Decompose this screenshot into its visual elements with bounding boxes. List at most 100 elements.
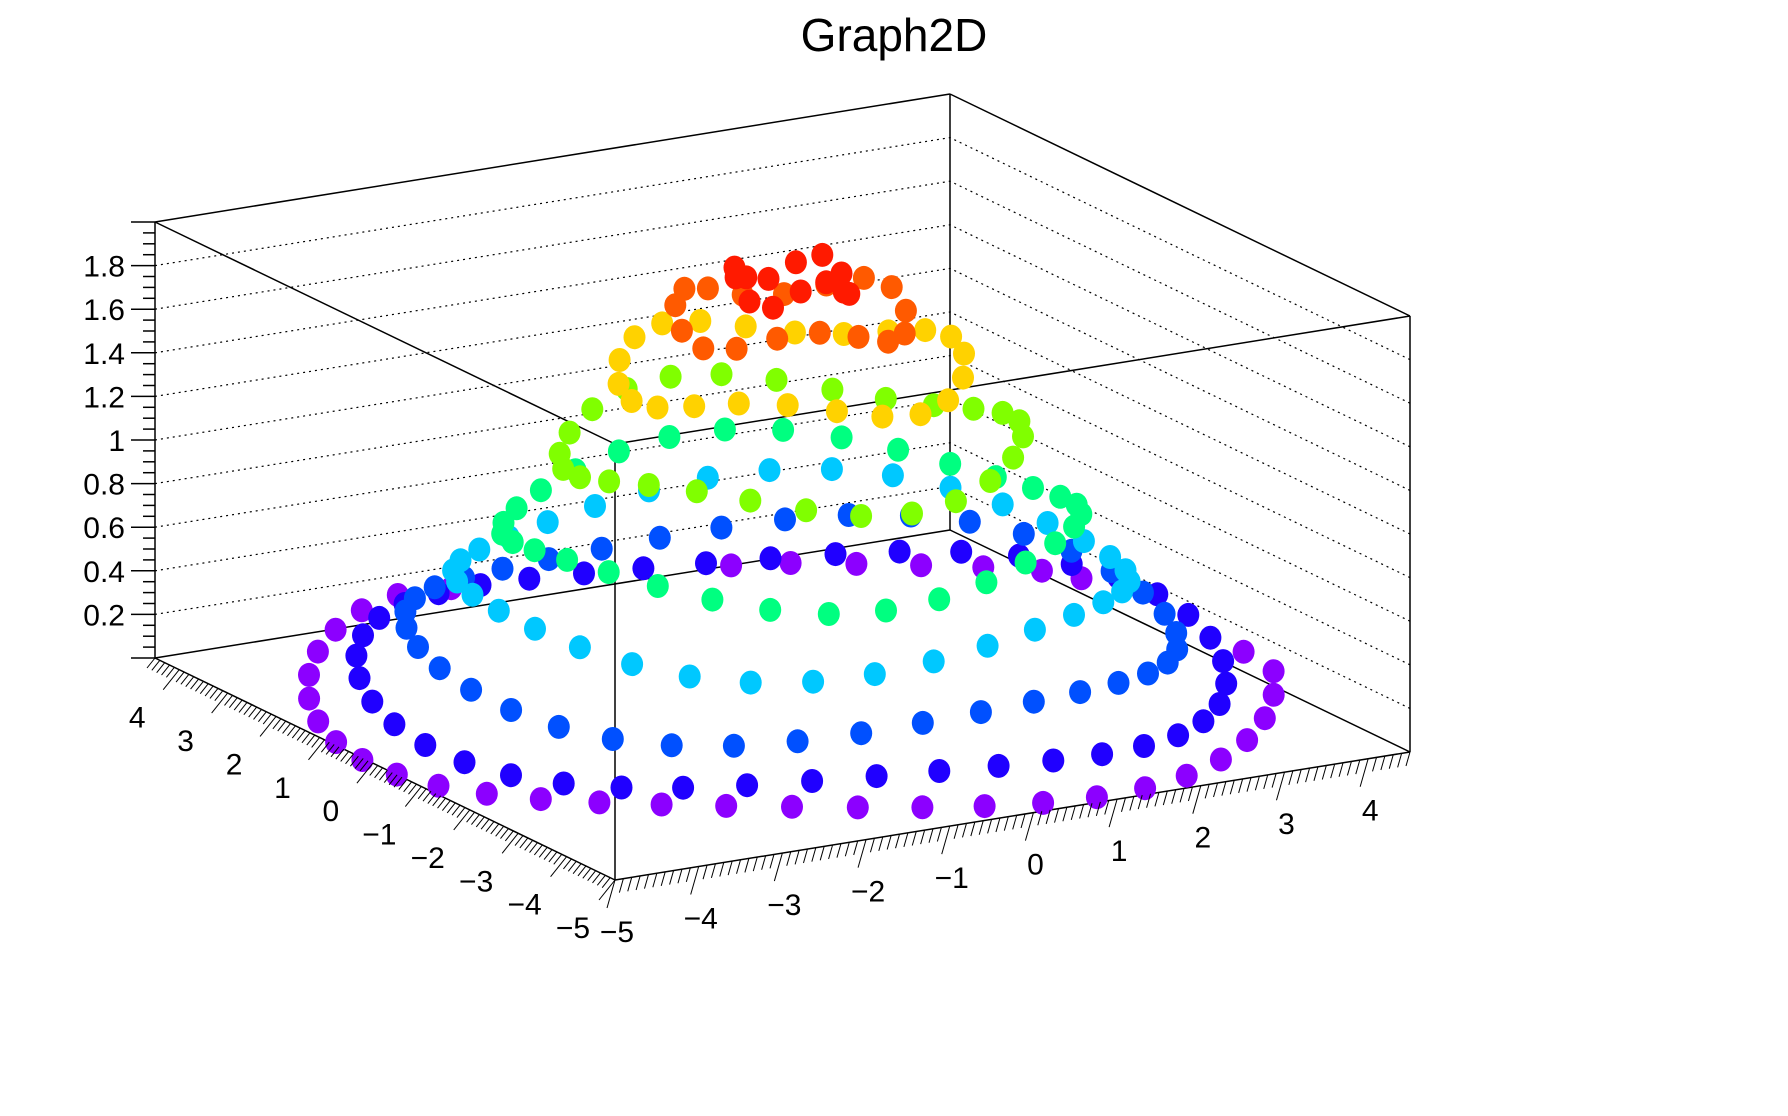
data-point bbox=[1199, 625, 1222, 650]
data-point bbox=[863, 662, 886, 687]
data-point bbox=[607, 439, 630, 464]
y-tick-label: 4 bbox=[129, 702, 146, 735]
data-point bbox=[460, 677, 483, 702]
z-tick-label: 1 bbox=[108, 425, 125, 458]
data-point bbox=[1134, 776, 1157, 801]
data-point bbox=[757, 266, 780, 291]
data-point bbox=[664, 293, 687, 318]
data-point bbox=[568, 635, 591, 660]
data-point bbox=[893, 321, 916, 346]
data-point bbox=[584, 494, 606, 518]
data-point bbox=[734, 314, 757, 339]
data-point bbox=[423, 575, 446, 600]
data-point bbox=[500, 763, 522, 788]
data-point bbox=[738, 289, 761, 314]
data-point bbox=[820, 457, 843, 482]
data-point bbox=[307, 709, 330, 734]
x-axis-line bbox=[614, 751, 1411, 881]
data-point bbox=[1036, 511, 1059, 535]
data-point bbox=[1262, 659, 1285, 684]
box-edge bbox=[154, 529, 951, 659]
data-point bbox=[783, 320, 806, 345]
data-point bbox=[651, 311, 674, 336]
data-point bbox=[952, 365, 974, 390]
data-point bbox=[298, 686, 321, 711]
data-point bbox=[979, 469, 1002, 493]
data-point bbox=[779, 551, 802, 575]
data-point bbox=[776, 393, 799, 418]
data-point bbox=[1253, 706, 1276, 731]
data-point bbox=[1177, 602, 1200, 627]
y-tick-label: −1 bbox=[362, 819, 396, 852]
box-edge bbox=[154, 221, 616, 445]
data-point bbox=[789, 279, 812, 304]
data-point bbox=[1085, 785, 1108, 810]
data-point bbox=[1156, 650, 1179, 675]
data-point bbox=[569, 465, 591, 490]
data-point bbox=[1232, 639, 1255, 664]
data-point bbox=[1209, 747, 1232, 772]
data-point bbox=[875, 598, 897, 623]
data-point bbox=[345, 643, 368, 668]
data-point bbox=[976, 633, 999, 658]
x-tick-label: −2 bbox=[851, 876, 885, 909]
x-tick-label: 3 bbox=[1278, 808, 1295, 841]
data-point bbox=[361, 689, 384, 714]
data-point bbox=[1175, 763, 1198, 788]
x-tick-label: −4 bbox=[684, 903, 718, 936]
data-point bbox=[739, 488, 762, 513]
data-point bbox=[1167, 723, 1190, 748]
z-gridline bbox=[154, 136, 1411, 361]
data-point bbox=[888, 539, 911, 564]
data-point bbox=[487, 598, 510, 623]
data-point bbox=[573, 561, 595, 586]
data-point bbox=[801, 769, 824, 793]
data-point bbox=[894, 298, 917, 323]
data-point bbox=[598, 469, 621, 494]
data-point bbox=[928, 759, 951, 783]
data-point bbox=[928, 587, 951, 612]
data-point bbox=[991, 492, 1014, 517]
data-point bbox=[958, 509, 981, 534]
data-point bbox=[1063, 602, 1085, 627]
data-point bbox=[581, 397, 604, 422]
data-point bbox=[987, 753, 1010, 778]
data-point bbox=[607, 371, 630, 396]
data-point bbox=[784, 250, 807, 275]
data-point bbox=[911, 710, 934, 735]
data-point bbox=[910, 553, 933, 578]
data-point bbox=[383, 712, 406, 737]
data-point bbox=[523, 538, 546, 563]
data-point bbox=[1212, 649, 1235, 674]
data-point bbox=[1022, 476, 1044, 500]
x-tick-label: 2 bbox=[1194, 822, 1211, 855]
data-point bbox=[298, 662, 320, 687]
x-tick-label: −3 bbox=[767, 889, 801, 922]
data-point bbox=[475, 781, 498, 806]
data-point bbox=[350, 598, 373, 623]
data-point bbox=[821, 377, 844, 402]
data-point bbox=[529, 478, 552, 503]
data-point bbox=[766, 326, 789, 351]
data-point bbox=[901, 501, 923, 526]
data-point bbox=[991, 400, 1014, 425]
data-point bbox=[720, 553, 743, 578]
data-point bbox=[518, 566, 541, 591]
data-point bbox=[802, 669, 825, 694]
data-point bbox=[352, 623, 374, 648]
data-point bbox=[865, 764, 888, 789]
data-point bbox=[817, 602, 840, 626]
data-point bbox=[832, 279, 855, 304]
data-point bbox=[739, 670, 762, 695]
data-point bbox=[1012, 424, 1034, 449]
data-point bbox=[692, 336, 715, 361]
y-tick-label: 2 bbox=[226, 748, 243, 781]
z-tick-label: 0.2 bbox=[83, 599, 125, 632]
x-tick-label: 4 bbox=[1362, 795, 1379, 828]
data-point bbox=[850, 721, 873, 746]
data-point bbox=[786, 729, 809, 754]
data-point bbox=[632, 556, 655, 581]
data-point bbox=[973, 794, 996, 819]
data-point bbox=[914, 318, 937, 343]
